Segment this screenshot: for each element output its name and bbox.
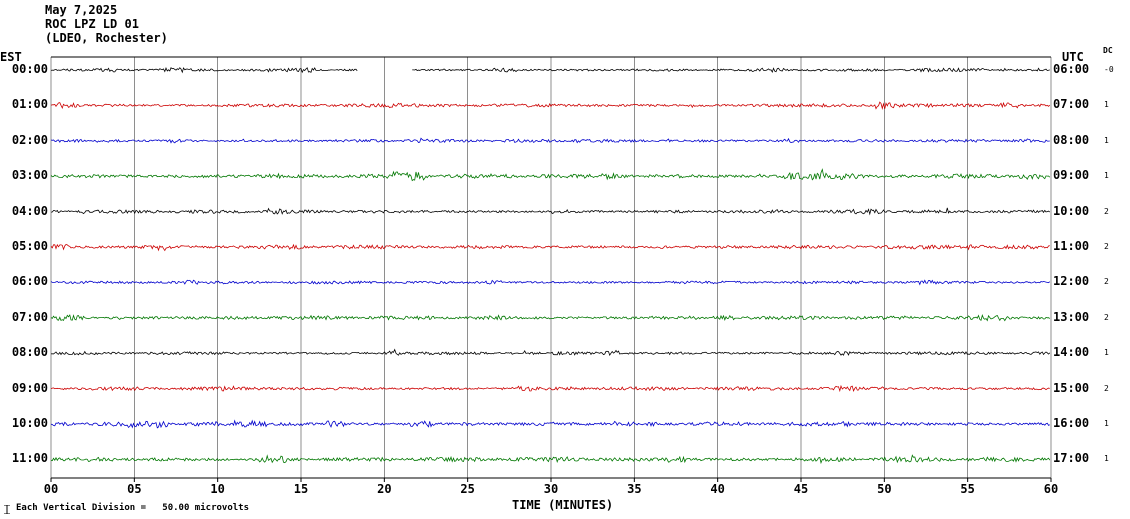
x-axis-tick-label: 35 — [627, 482, 642, 496]
est-time-label: 03:00 — [11, 168, 48, 183]
x-axis-tick-label: 50 — [877, 482, 892, 496]
station-id: ROC LPZ LD 01 — [45, 17, 139, 31]
utc-time-label: 06:00 — [1053, 62, 1090, 76]
dc-offset-value: -0 — [1104, 65, 1114, 74]
est-time-label: 10:00 — [11, 416, 48, 430]
seismic-trace-02:00 — [50, 137, 1050, 144]
est-time-label: 01:00 — [11, 97, 48, 112]
utc-time-label: 09:00 — [1053, 168, 1090, 183]
utc-time-label: 08:00 — [1053, 132, 1090, 147]
seismic-trace-06:00 — [50, 279, 1051, 286]
x-axis-tick-label: 60 — [1043, 482, 1059, 496]
est-axis-header: EST — [0, 50, 22, 64]
utc-time-label: 15:00 — [1053, 380, 1090, 395]
est-time-label: 11:00 — [11, 451, 48, 466]
utc-time-label: 10:00 — [1053, 203, 1090, 218]
dc-offset-value: 2 — [1104, 206, 1109, 216]
est-time-label: 00:00 — [11, 62, 48, 76]
x-axis-tick-label: 00 — [43, 482, 59, 496]
x-axis-tick-label: 30 — [543, 482, 559, 496]
utc-time-label: 16:00 — [1053, 416, 1090, 430]
station-location: (LDEO, Rochester) — [45, 31, 168, 45]
dc-offset-value: 2 — [1104, 242, 1109, 251]
dc-offset-value: 1 — [1104, 100, 1109, 110]
est-time-label: 07:00 — [11, 309, 48, 324]
est-time-label: 05:00 — [11, 239, 48, 253]
scale-note: Each Vertical Division = 50.00 microvolt… — [16, 503, 249, 513]
utc-time-label: 11:00 — [1053, 239, 1090, 253]
x-axis-tick-label: 20 — [377, 482, 392, 496]
dc-offset-value: 1 — [1104, 171, 1109, 181]
seismic-trace-04:00 — [50, 207, 1051, 216]
x-axis-tick-label: 25 — [460, 482, 475, 496]
x-axis-tick-label: 10 — [210, 482, 225, 496]
seismic-trace-09:00 — [50, 384, 1050, 393]
dc-offset-value: 1 — [1104, 454, 1109, 464]
est-time-label: 06:00 — [11, 274, 48, 289]
seismic-trace-01:00 — [50, 101, 1051, 110]
utc-time-label: 13:00 — [1053, 309, 1090, 324]
seismic-trace-11:00 — [50, 454, 1051, 465]
x-axis-tick-label: 05 — [127, 482, 142, 496]
utc-time-label: 14:00 — [1053, 345, 1090, 360]
dc-axis-header: DC — [1103, 46, 1113, 55]
seismic-trace-00:00 — [50, 67, 1050, 74]
dc-offset-value: 1 — [1104, 419, 1109, 428]
title-date: May 7,2025 — [45, 3, 118, 17]
dc-offset-value: 2 — [1104, 312, 1109, 322]
utc-time-label: 12:00 — [1053, 274, 1090, 289]
time-axis-label: TIME (MINUTES) — [512, 498, 614, 512]
seismic-trace-07:00 — [50, 314, 1051, 322]
dc-offset-value: 1 — [1104, 348, 1109, 358]
utc-time-label: 07:00 — [1053, 97, 1090, 112]
x-axis-tick-label: 40 — [710, 482, 725, 496]
est-time-label: 04:00 — [11, 203, 48, 218]
seismic-trace-03:00 — [50, 168, 1051, 182]
utc-axis-header: UTC — [1062, 50, 1084, 64]
seismic-trace-05:00 — [50, 243, 1050, 252]
vertical-division-icon — [4, 505, 10, 514]
est-time-label: 02:00 — [11, 132, 48, 147]
seismic-trace-08:00 — [50, 348, 1051, 356]
x-axis-tick-label: 55 — [960, 482, 975, 496]
dc-offset-value: 2 — [1104, 277, 1109, 287]
dc-offset-value: 2 — [1104, 383, 1109, 393]
seismic-trace-10:00 — [50, 419, 1050, 429]
dc-offset-value: 1 — [1104, 135, 1109, 145]
est-time-label: 09:00 — [11, 380, 48, 395]
x-axis-tick-label: 15 — [293, 482, 309, 496]
utc-time-label: 17:00 — [1053, 451, 1090, 466]
est-time-label: 08:00 — [11, 345, 48, 360]
x-axis-tick-label: 45 — [793, 482, 809, 496]
